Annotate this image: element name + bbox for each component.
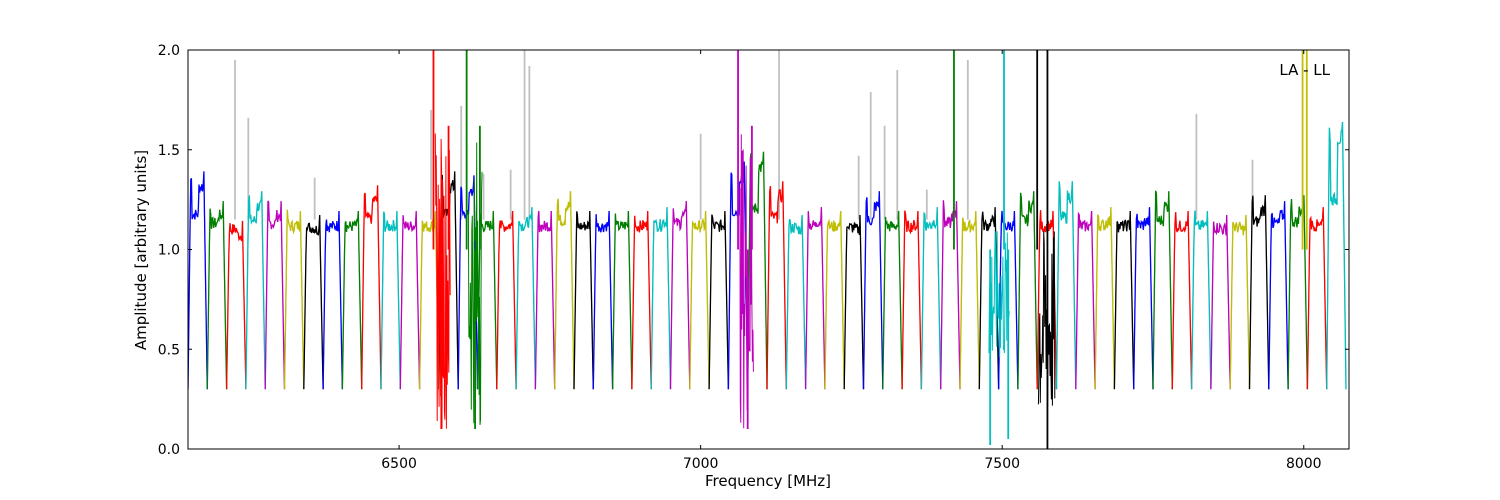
band-series-line	[225, 220, 247, 390]
y-axis-label: Amplitude [arbitrary units]	[132, 150, 150, 350]
rfi-spike-layer	[432, 50, 1308, 449]
band-series-line	[1287, 195, 1309, 390]
band-series-line	[611, 210, 633, 390]
y-tick-label: 0.0	[158, 442, 180, 458]
band-series-line	[380, 210, 401, 390]
band-series-line	[959, 210, 980, 390]
band-series-line	[1190, 210, 1212, 390]
y-tick-label: 1.0	[158, 243, 180, 259]
band-series-line	[882, 210, 903, 390]
rfi-noise-cluster	[739, 134, 754, 429]
rfi-noise-cluster	[988, 231, 1010, 358]
band-series-layer	[188, 121, 1347, 390]
band-series-line	[708, 210, 730, 390]
band-series-line	[303, 214, 324, 390]
band-series-line	[1075, 210, 1096, 390]
band-series-line	[650, 207, 672, 390]
x-axis-ticks: 6500 7000 7500 8000	[381, 50, 1322, 472]
band-series-line	[418, 210, 440, 390]
band-series-line	[766, 181, 787, 390]
band-series-line	[631, 210, 652, 390]
y-axis-ticks: 0.0 0.5 1.0 1.5 2.0	[158, 43, 1349, 458]
band-series-line	[1326, 121, 1347, 390]
band-series-line	[901, 210, 923, 390]
band-series-line	[785, 214, 807, 390]
band-series-line	[188, 171, 208, 390]
band-series-line	[1113, 210, 1135, 390]
band-series-line	[283, 209, 305, 390]
band-series-line	[534, 210, 556, 390]
band-series-line	[804, 207, 826, 390]
band-series-line	[1268, 201, 1289, 390]
y-tick-label: 2.0	[158, 43, 180, 59]
band-series-line	[361, 185, 382, 390]
band-series-line	[341, 210, 363, 390]
band-series-line	[1133, 207, 1154, 390]
annotation-label: LA - LL	[1279, 61, 1330, 79]
band-series-line	[689, 210, 710, 390]
band-series-line	[1152, 190, 1173, 390]
x-tick-label: 6500	[381, 456, 417, 472]
x-axis-label: Frequency [MHz]	[705, 472, 831, 490]
band-series-line	[1210, 214, 1231, 390]
band-series-line	[1248, 195, 1270, 390]
band-series-line	[206, 201, 228, 390]
band-series-line	[843, 214, 865, 390]
rfi-noise-cluster	[467, 142, 483, 425]
band-series-line	[920, 207, 942, 390]
band-series-line	[1171, 210, 1193, 390]
band-series-line	[1094, 207, 1116, 390]
band-series-line	[747, 151, 768, 390]
band-series-line	[496, 210, 517, 390]
band-series-line	[592, 210, 614, 390]
y-tick-label: 0.5	[158, 342, 180, 358]
band-series-line	[824, 210, 845, 390]
band-series-line	[515, 207, 537, 390]
band-series-line	[997, 210, 1019, 390]
band-series-line	[669, 201, 691, 390]
band-series-line	[554, 191, 575, 390]
x-tick-label: 7500	[984, 456, 1020, 472]
x-tick-label: 7000	[683, 456, 719, 472]
band-series-line	[978, 207, 1000, 390]
band-series-line	[1017, 191, 1038, 390]
band-series-line	[940, 200, 961, 390]
band-series-line	[1229, 214, 1251, 390]
band-series-line	[399, 210, 421, 390]
band-series-line	[322, 210, 344, 390]
band-series-line	[264, 200, 286, 390]
band-series-line	[862, 191, 884, 390]
band-series-line	[1306, 207, 1328, 390]
band-series-line	[245, 191, 266, 390]
rfi-noise-cluster	[1037, 231, 1056, 407]
rfi-noise-cluster	[434, 133, 451, 429]
x-tick-label: 8000	[1286, 456, 1322, 472]
band-series-line	[1055, 181, 1077, 390]
band-series-line	[573, 210, 594, 390]
y-tick-label: 1.5	[158, 143, 180, 159]
